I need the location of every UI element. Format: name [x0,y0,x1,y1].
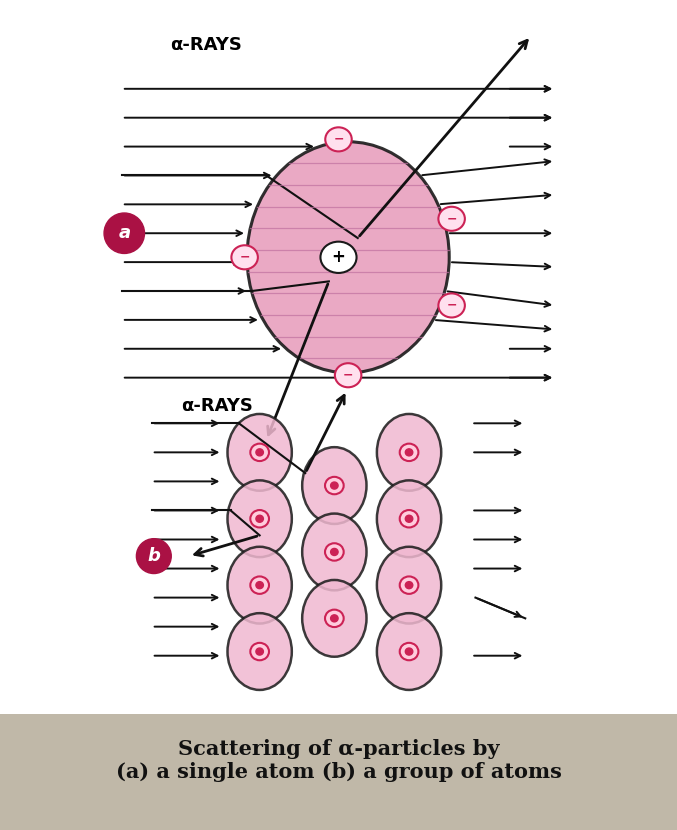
Ellipse shape [399,576,418,594]
Text: −: − [446,299,457,312]
Ellipse shape [250,576,269,594]
Ellipse shape [250,510,269,528]
Text: Scattering of α-particles by
(a) a single atom (b) a group of atoms: Scattering of α-particles by (a) a singl… [116,739,561,782]
Ellipse shape [227,414,292,491]
Ellipse shape [377,481,441,557]
Circle shape [136,539,171,574]
Circle shape [104,213,144,253]
Ellipse shape [406,449,413,456]
Ellipse shape [377,613,441,690]
Ellipse shape [330,482,338,489]
Ellipse shape [335,364,362,388]
Text: −: − [333,133,344,146]
Ellipse shape [302,580,366,657]
Ellipse shape [232,246,258,270]
Ellipse shape [399,510,418,528]
Ellipse shape [330,615,338,622]
Ellipse shape [320,242,357,273]
Ellipse shape [406,515,413,522]
Ellipse shape [256,582,263,588]
Ellipse shape [250,443,269,461]
Ellipse shape [302,514,366,590]
Ellipse shape [227,481,292,557]
Text: −: − [240,251,250,264]
Ellipse shape [256,449,263,456]
Text: −: − [446,212,457,225]
Ellipse shape [250,642,269,661]
Ellipse shape [406,582,413,588]
Ellipse shape [302,447,366,524]
Ellipse shape [330,549,338,555]
Text: a: a [118,224,131,242]
Text: −: − [343,369,353,382]
FancyBboxPatch shape [0,714,677,830]
Ellipse shape [377,547,441,623]
Ellipse shape [406,648,413,655]
Ellipse shape [399,642,418,661]
Text: b: b [148,547,160,565]
Ellipse shape [325,127,352,151]
Text: α-RAYS: α-RAYS [181,397,253,415]
Ellipse shape [227,547,292,623]
Ellipse shape [399,443,418,461]
Ellipse shape [247,142,450,373]
Ellipse shape [256,648,263,655]
Ellipse shape [439,294,465,317]
Text: +: + [332,248,345,266]
Ellipse shape [227,613,292,690]
Text: α-RAYS: α-RAYS [170,37,242,54]
Ellipse shape [377,414,441,491]
Ellipse shape [325,544,344,561]
Ellipse shape [325,609,344,627]
Ellipse shape [325,476,344,494]
Ellipse shape [256,515,263,522]
Ellipse shape [439,207,465,231]
